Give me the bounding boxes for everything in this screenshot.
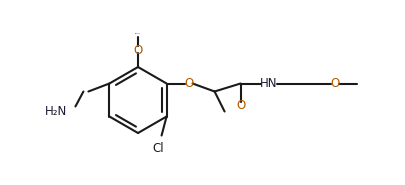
Text: O: O <box>184 77 193 90</box>
Text: methoxy: methoxy <box>135 32 141 34</box>
Text: Cl: Cl <box>153 142 164 154</box>
Text: O: O <box>236 99 245 112</box>
Text: H₂N: H₂N <box>45 105 67 118</box>
Text: HN: HN <box>260 77 277 90</box>
Text: O: O <box>133 43 143 56</box>
Text: O: O <box>330 77 339 90</box>
